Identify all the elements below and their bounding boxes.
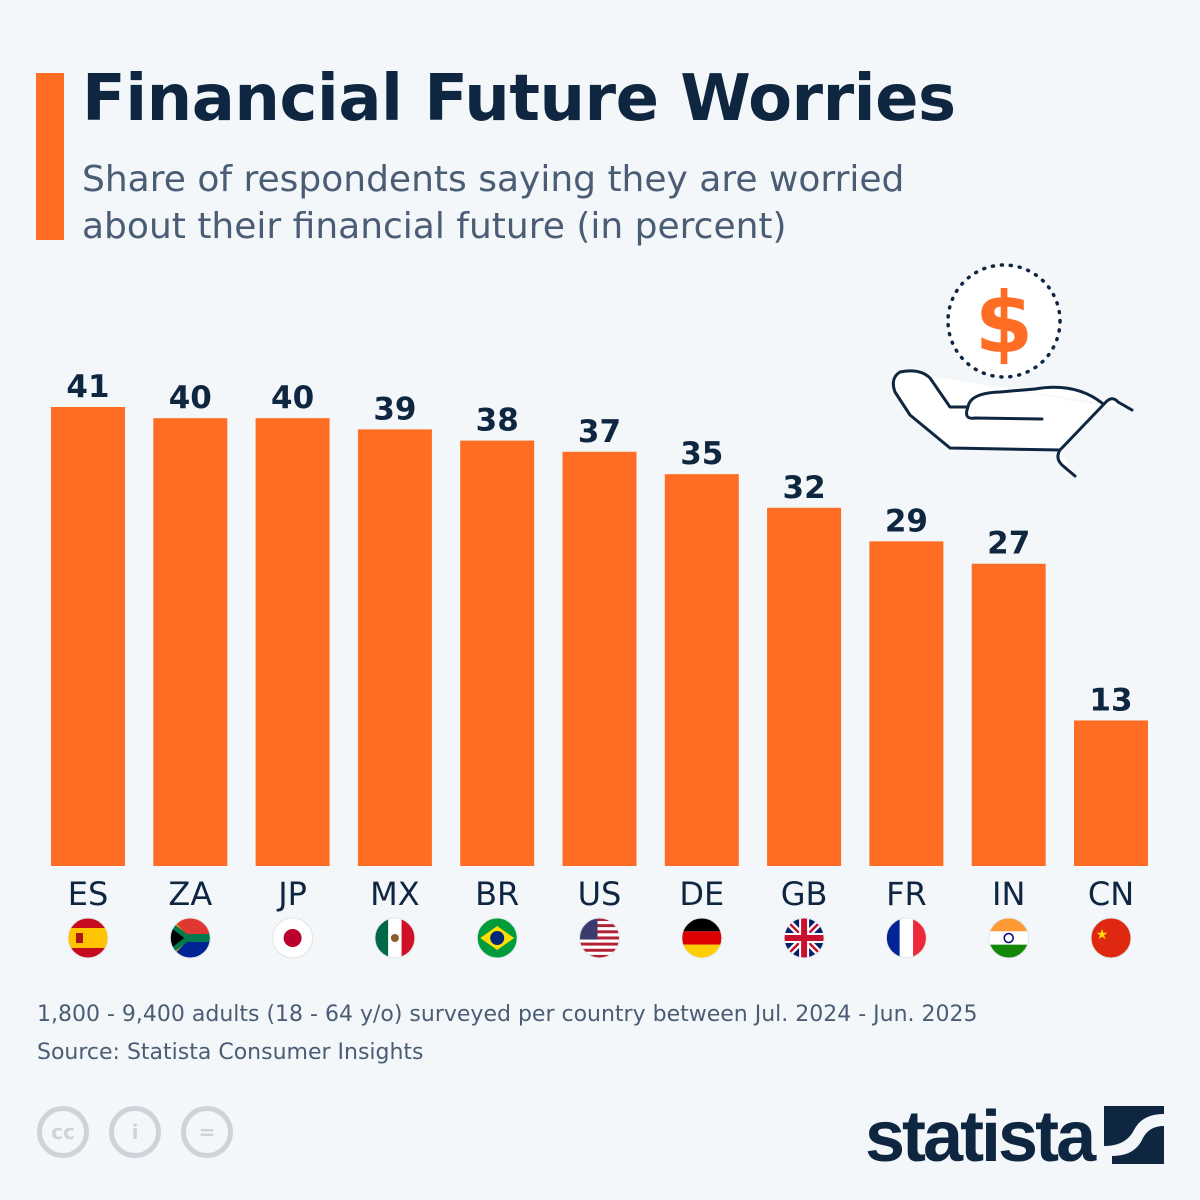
brand-name: statista xyxy=(865,1097,1096,1177)
hand-coin-illustration: $ xyxy=(891,263,1134,478)
bar-DE xyxy=(664,474,739,866)
data-label: 32 xyxy=(783,470,826,506)
svg-text:★: ★ xyxy=(1096,927,1109,943)
category-label: MX xyxy=(370,875,420,913)
category-label: DE xyxy=(679,875,724,913)
category-label: ZA xyxy=(168,875,212,913)
data-label: 37 xyxy=(578,414,621,450)
bar-MX xyxy=(357,429,432,866)
category-label: IN xyxy=(992,875,1025,913)
germany-flag-icon xyxy=(681,917,723,959)
china-flag-icon: ★ xyxy=(1090,917,1132,959)
brazil-flag-icon xyxy=(476,917,518,959)
chart-subtitle: Share of respondents saying they are wor… xyxy=(82,159,905,247)
category-label: JP xyxy=(276,875,307,913)
cc-icon[interactable]: cc xyxy=(37,1106,89,1158)
category-label: ES xyxy=(68,875,109,913)
statista-logo[interactable]: statista xyxy=(865,1096,1096,1178)
data-label: 39 xyxy=(373,391,416,427)
bar-FR xyxy=(869,541,944,866)
mexico-flag-icon xyxy=(374,917,416,959)
source-note: Source: Statista Consumer Insights xyxy=(37,1040,424,1065)
france-flag-icon xyxy=(885,917,927,959)
statista-logo-mark xyxy=(1104,1106,1164,1164)
bar-ZA xyxy=(153,418,228,866)
south-africa-flag-icon xyxy=(169,917,211,959)
attribution-icon[interactable]: i xyxy=(109,1106,161,1158)
dollar-icon: $ xyxy=(975,274,1033,372)
bar-BR xyxy=(460,440,535,866)
spain-flag-icon xyxy=(67,917,109,959)
data-label: 40 xyxy=(169,380,212,416)
bar-IN xyxy=(971,563,1046,866)
data-label: 41 xyxy=(66,369,109,405)
bar-US xyxy=(562,451,637,866)
data-label: 35 xyxy=(680,436,723,472)
data-label: 29 xyxy=(885,503,928,539)
bar-CN xyxy=(1074,720,1148,866)
usa-flag-icon xyxy=(579,917,620,959)
title-accent-bar xyxy=(36,73,64,240)
category-label: BR xyxy=(475,875,519,913)
bar-chart: $ 41 ES 40 ZA 40 JP 39 MX 38 BR 37 US 35 DE 32 GB 29 FR 27… xyxy=(51,263,1148,959)
bar-GB xyxy=(767,507,842,866)
category-label: US xyxy=(578,875,622,913)
chart-title: Financial Future Worries xyxy=(82,62,956,136)
data-label: 38 xyxy=(476,403,519,439)
india-flag-icon xyxy=(988,917,1030,959)
data-label: 40 xyxy=(271,380,314,416)
uk-flag-icon xyxy=(783,917,825,959)
survey-note: 1,800 - 9,400 adults (18 - 64 y/o) surve… xyxy=(37,1002,978,1027)
category-label: FR xyxy=(886,875,927,913)
data-label: 27 xyxy=(987,526,1030,562)
category-label: GB xyxy=(781,875,828,913)
data-label: 13 xyxy=(1089,682,1132,718)
bar-JP xyxy=(255,418,330,866)
bar-ES xyxy=(51,407,125,866)
category-label: CN xyxy=(1088,875,1134,913)
no-derivatives-icon[interactable]: = xyxy=(181,1106,233,1158)
japan-flag-icon xyxy=(272,917,314,959)
